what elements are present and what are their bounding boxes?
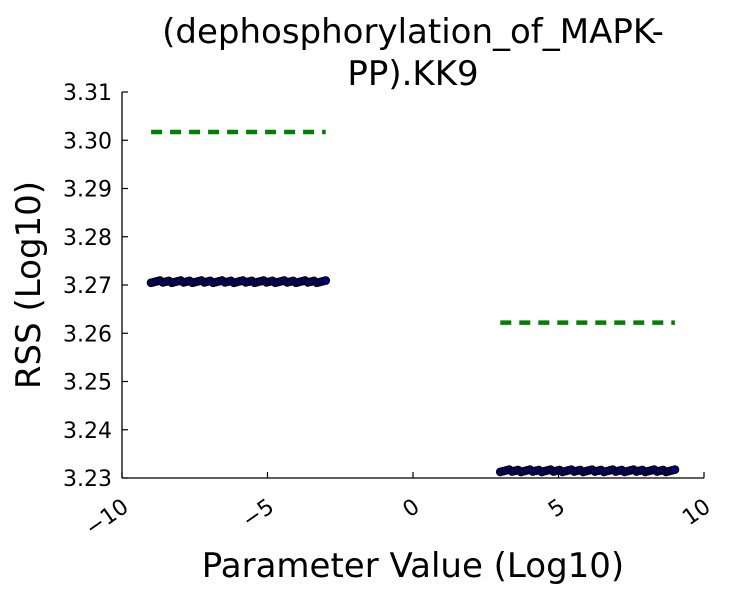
- y-tick-label: 3.30: [63, 129, 112, 154]
- series-points: [495, 465, 680, 477]
- y-tick-label: 3.28: [63, 226, 112, 251]
- y-ticks: 3.23 3.24 3.25 3.26 3.27 3.28 3.29 3.30 3.31: [63, 81, 128, 492]
- x-tick-label: −10: [81, 494, 133, 541]
- y-tick-label: 3.24: [63, 419, 112, 444]
- y-axis-label: RSS (Log10): [9, 181, 49, 389]
- data-point: [670, 465, 680, 475]
- x-tick-label: −5: [238, 494, 279, 533]
- x-tick-label: 10: [678, 494, 715, 531]
- chart-title: (dephosphorylation_of_MAPK- PP).KK9: [162, 12, 664, 94]
- chart-title-line-1: (dephosphorylation_of_MAPK-: [162, 12, 664, 52]
- y-tick-label: 3.29: [63, 178, 112, 203]
- y-tick-label: 3.31: [63, 81, 112, 106]
- x-tick-label: 0: [399, 494, 425, 523]
- y-tick-label: 3.25: [63, 371, 112, 396]
- plot-area: [146, 129, 680, 477]
- x-tick-label: 5: [544, 494, 570, 523]
- chart-title-line-2: PP).KK9: [347, 54, 478, 94]
- y-tick-label: 3.27: [63, 274, 112, 299]
- y-tick-label: 3.26: [63, 322, 112, 347]
- y-tick-label: 3.23: [63, 467, 112, 492]
- x-axis-label: Parameter Value (Log10): [202, 546, 624, 586]
- data-point: [321, 276, 331, 285]
- series-points: [146, 276, 331, 288]
- x-ticks: −10 −5 0 5 10: [81, 472, 715, 542]
